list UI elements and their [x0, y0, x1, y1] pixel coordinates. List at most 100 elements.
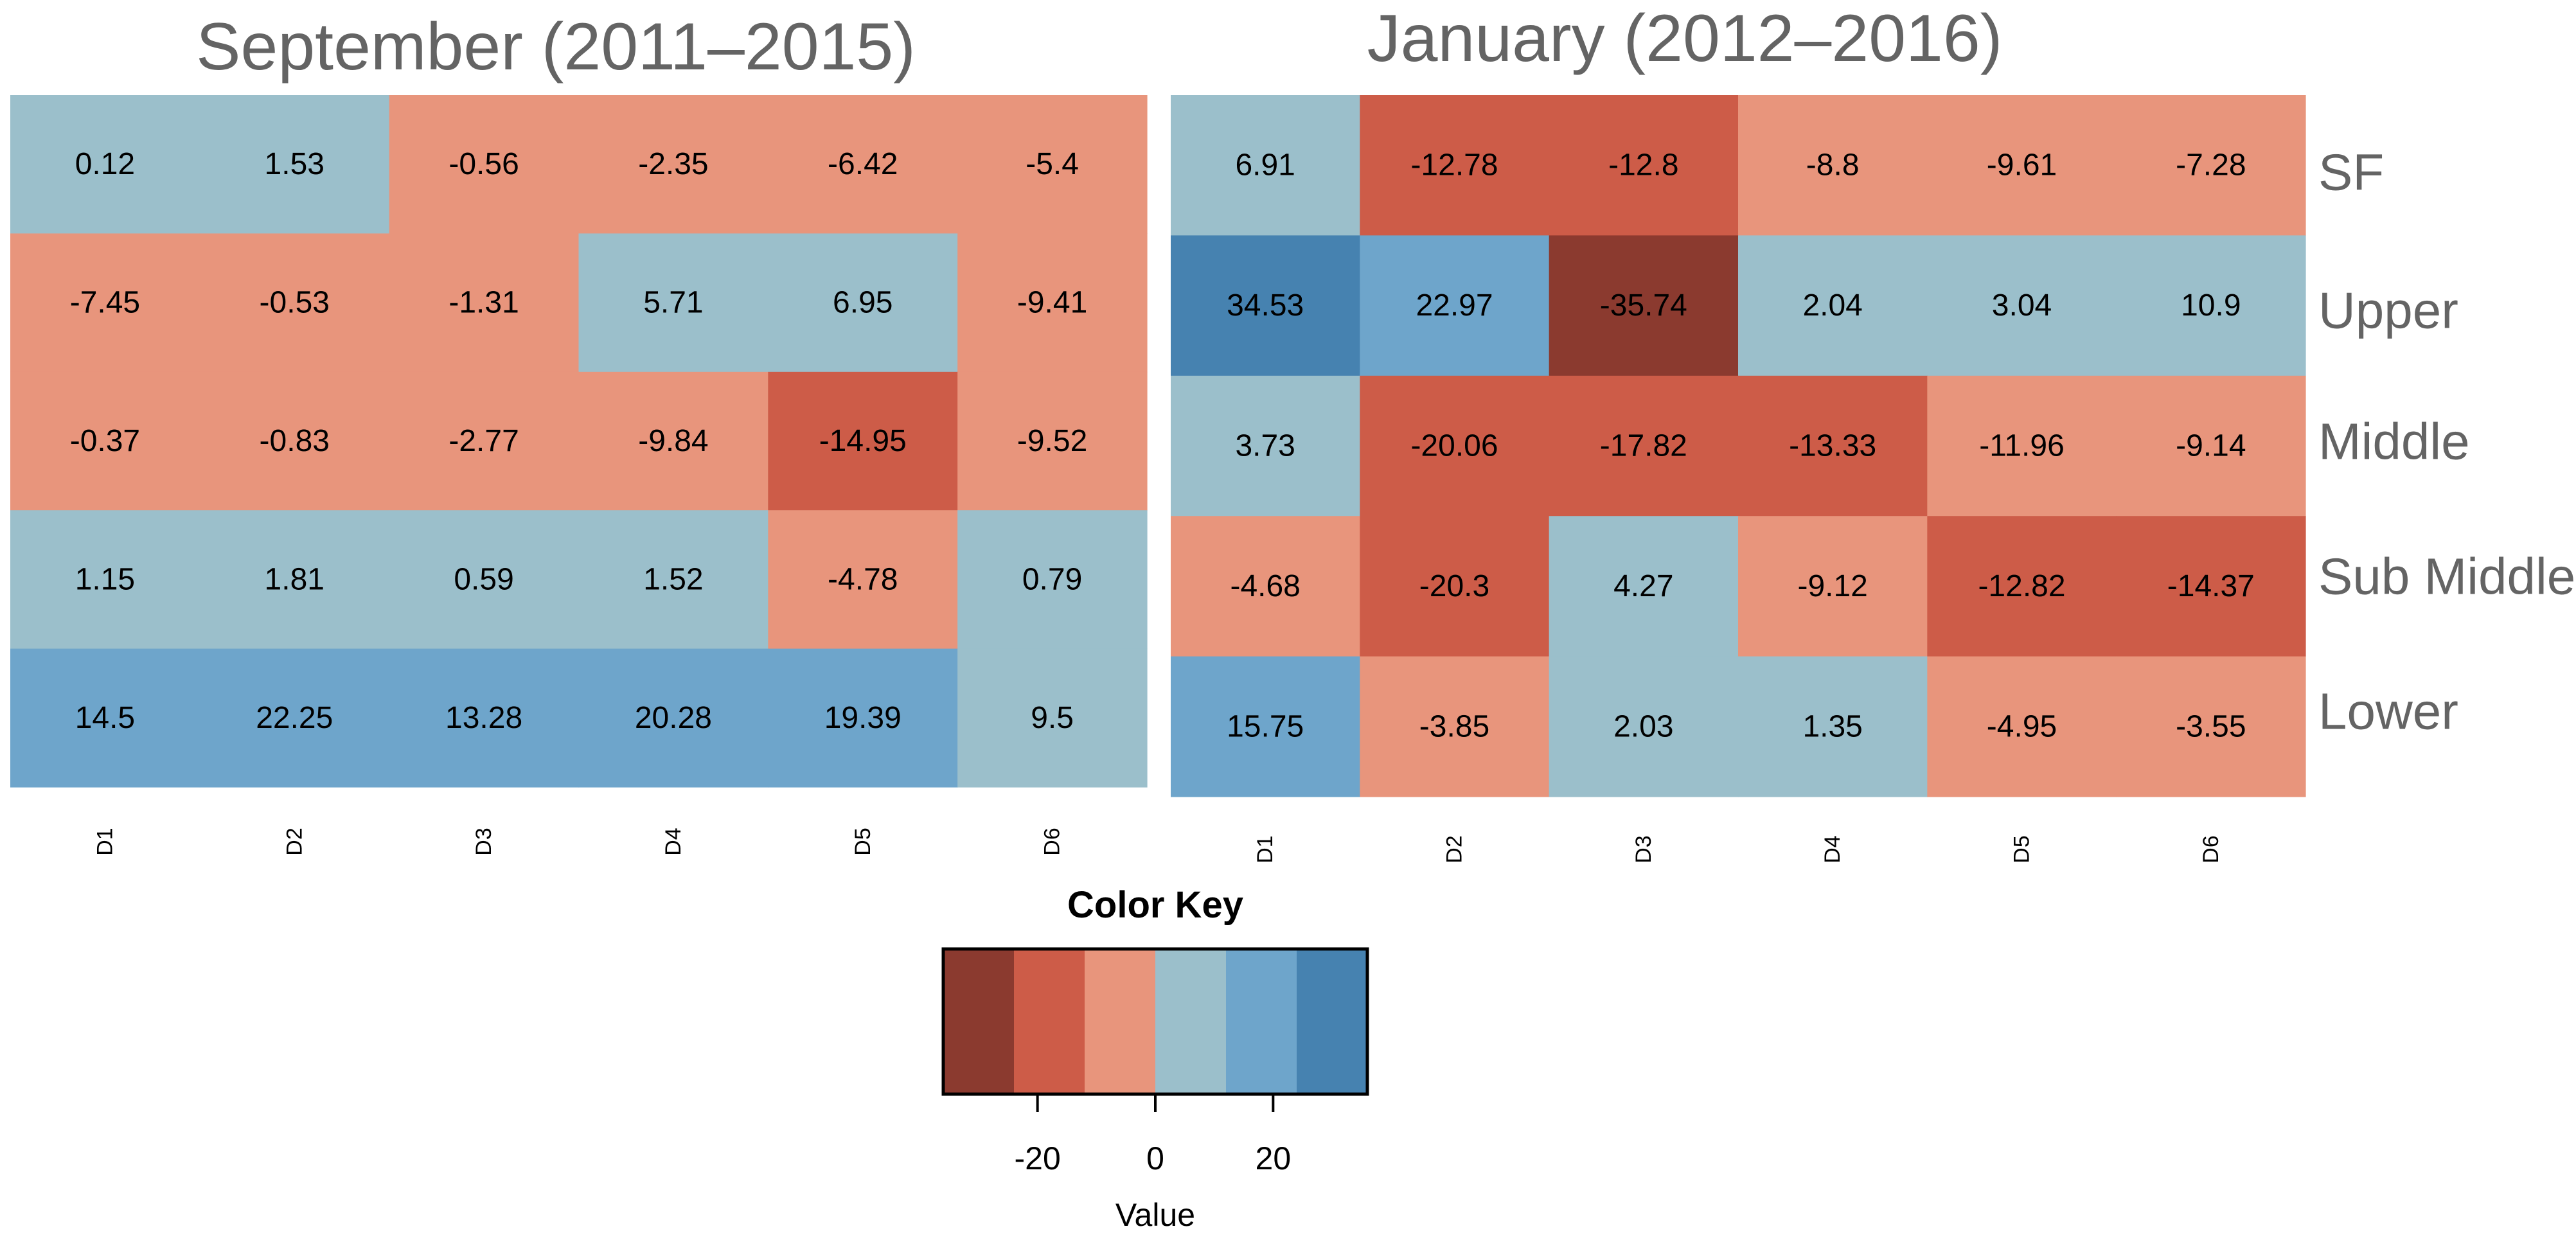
heatmap-cell	[1927, 95, 2117, 236]
heatmap-cell	[389, 648, 580, 788]
column-label: D6	[1040, 828, 1065, 855]
heatmap-cell	[2116, 516, 2306, 657]
cell-value-label: 13.28	[445, 701, 522, 735]
heatmap-cell	[1360, 656, 1550, 797]
color-key-swatch	[1085, 949, 1156, 1094]
heatmap-cell	[768, 371, 958, 511]
heatmap-cell	[199, 648, 390, 788]
cell-value-label: 6.91	[1235, 148, 1295, 182]
column-label: D3	[472, 828, 496, 855]
heatmap-cell	[1360, 95, 1550, 236]
heatmap-cell	[199, 371, 390, 511]
heatmap-cell	[2116, 375, 2306, 517]
heatmap-cell	[578, 510, 768, 650]
cell-value-label: 9.5	[1031, 701, 1074, 735]
row-label: Upper	[2318, 282, 2458, 339]
column-label: D4	[661, 828, 686, 855]
heatmap-cell	[199, 510, 390, 650]
heatmap-cell	[1927, 656, 2117, 797]
color-key-swatch	[943, 949, 1015, 1094]
cell-value-label: 1.35	[1802, 709, 1862, 743]
heatmap-cell	[389, 371, 580, 511]
heatmap-panels: September (2011–2015) 0.12 1.53 -0.56 -2.35 -…	[10, 1, 2306, 864]
heatmap-cell	[199, 233, 390, 373]
cell-value-label: 0.12	[75, 147, 135, 181]
column-label: D4	[1820, 835, 1845, 863]
cell-value-label: -20.3	[1419, 569, 1489, 603]
heatmap-cell	[1171, 656, 1360, 797]
color-key-title: Color Key	[1067, 884, 1243, 926]
heatmap-cell	[1360, 375, 1550, 517]
heatmap-cell	[1171, 95, 1360, 236]
row-labels: SF Upper Middle Sub Middle Lower	[2318, 144, 2575, 740]
cell-value-label: -9.12	[1797, 569, 1867, 603]
heatmap-cell	[2116, 235, 2306, 376]
cell-value-label: 3.04	[1992, 288, 2052, 323]
cell-value-label: 5.71	[643, 286, 703, 320]
cell-value-label: -14.37	[2167, 569, 2255, 603]
cell-value-label: -4.78	[828, 562, 898, 596]
cell-value-label: -7.45	[70, 286, 140, 320]
column-label: D3	[1631, 835, 1656, 863]
cell-value-label: -5.4	[1026, 147, 1079, 181]
cell-value-label: -35.74	[1600, 288, 1687, 323]
heatmap-cell	[10, 648, 200, 788]
cell-value-label: -2.77	[449, 424, 519, 458]
row-label: Lower	[2318, 683, 2458, 740]
color-key-tick-label: 0	[1146, 1140, 1164, 1176]
cell-value-label: 22.97	[1416, 288, 1493, 323]
cell-value-label: -11.96	[1979, 429, 2065, 463]
color-key-swatch	[1297, 949, 1368, 1094]
cell-value-label: -1.31	[449, 286, 519, 320]
cell-value-label: 0.59	[454, 562, 513, 596]
column-label: D5	[2010, 835, 2034, 863]
heatmap-cell	[2116, 656, 2306, 797]
cell-value-label: 20.28	[635, 701, 712, 735]
heatmap-cell	[10, 510, 200, 650]
cell-value-label: 1.81	[265, 562, 324, 596]
color-key-swatch	[1155, 949, 1227, 1094]
heatmap-cell	[1549, 656, 1739, 797]
heatmap-cell	[10, 233, 200, 373]
cell-value-label: -7.28	[2176, 148, 2246, 182]
cell-value-label: -9.14	[2176, 429, 2246, 463]
panel-title: September (2011–2015)	[196, 10, 916, 84]
cell-value-label: -12.82	[1978, 569, 2065, 603]
heatmap-cell	[199, 95, 390, 234]
heatmap-cell	[1927, 516, 2117, 657]
cell-value-label: -9.52	[1017, 424, 1087, 458]
heatmap-cell	[389, 510, 580, 650]
cell-value-label: -12.78	[1410, 148, 1498, 182]
heatmap-cell	[768, 510, 958, 650]
heatmap-cell	[389, 233, 580, 373]
cell-value-label: 15.75	[1227, 709, 1304, 743]
heatmap-cell	[1171, 375, 1360, 517]
heatmap-cell	[10, 95, 200, 234]
heatmap-panel-1: September (2011–2015) 0.12 1.53 -0.56 -2.35 -…	[10, 10, 1148, 856]
heatmap-cell	[10, 371, 200, 511]
row-label: SF	[2318, 144, 2384, 201]
cell-value-label: 1.15	[75, 562, 135, 596]
color-key-tick-label: 20	[1256, 1140, 1292, 1176]
cell-value-label: -0.83	[260, 424, 330, 458]
cell-value-label: -3.85	[1419, 709, 1489, 743]
cell-value-label: -20.06	[1410, 429, 1498, 463]
heatmap-cell	[957, 510, 1148, 650]
heatmap-cell	[1171, 235, 1360, 376]
heatmap-cell	[957, 233, 1148, 373]
cell-value-label: 1.52	[643, 562, 703, 596]
cell-value-label: 14.5	[75, 701, 135, 735]
panel-title: January (2012–2016)	[1367, 1, 2003, 76]
heatmap-cell	[768, 648, 958, 788]
cell-value-label: -3.55	[2176, 709, 2246, 743]
heatmap-cell	[1549, 375, 1739, 517]
cell-value-label: -9.84	[638, 424, 708, 458]
cell-value-label: -0.53	[260, 286, 330, 320]
cell-value-label: -12.8	[1608, 148, 1678, 182]
heatmap-panel-2: January (2012–2016) 6.91 -12.78 -12.8 -8.8 -9…	[1171, 1, 2306, 864]
cell-value-label: -9.41	[1017, 286, 1087, 320]
cell-value-label: -4.68	[1230, 569, 1300, 603]
heatmap-cell	[1927, 235, 2117, 376]
cell-value-label: -13.33	[1789, 429, 1876, 463]
